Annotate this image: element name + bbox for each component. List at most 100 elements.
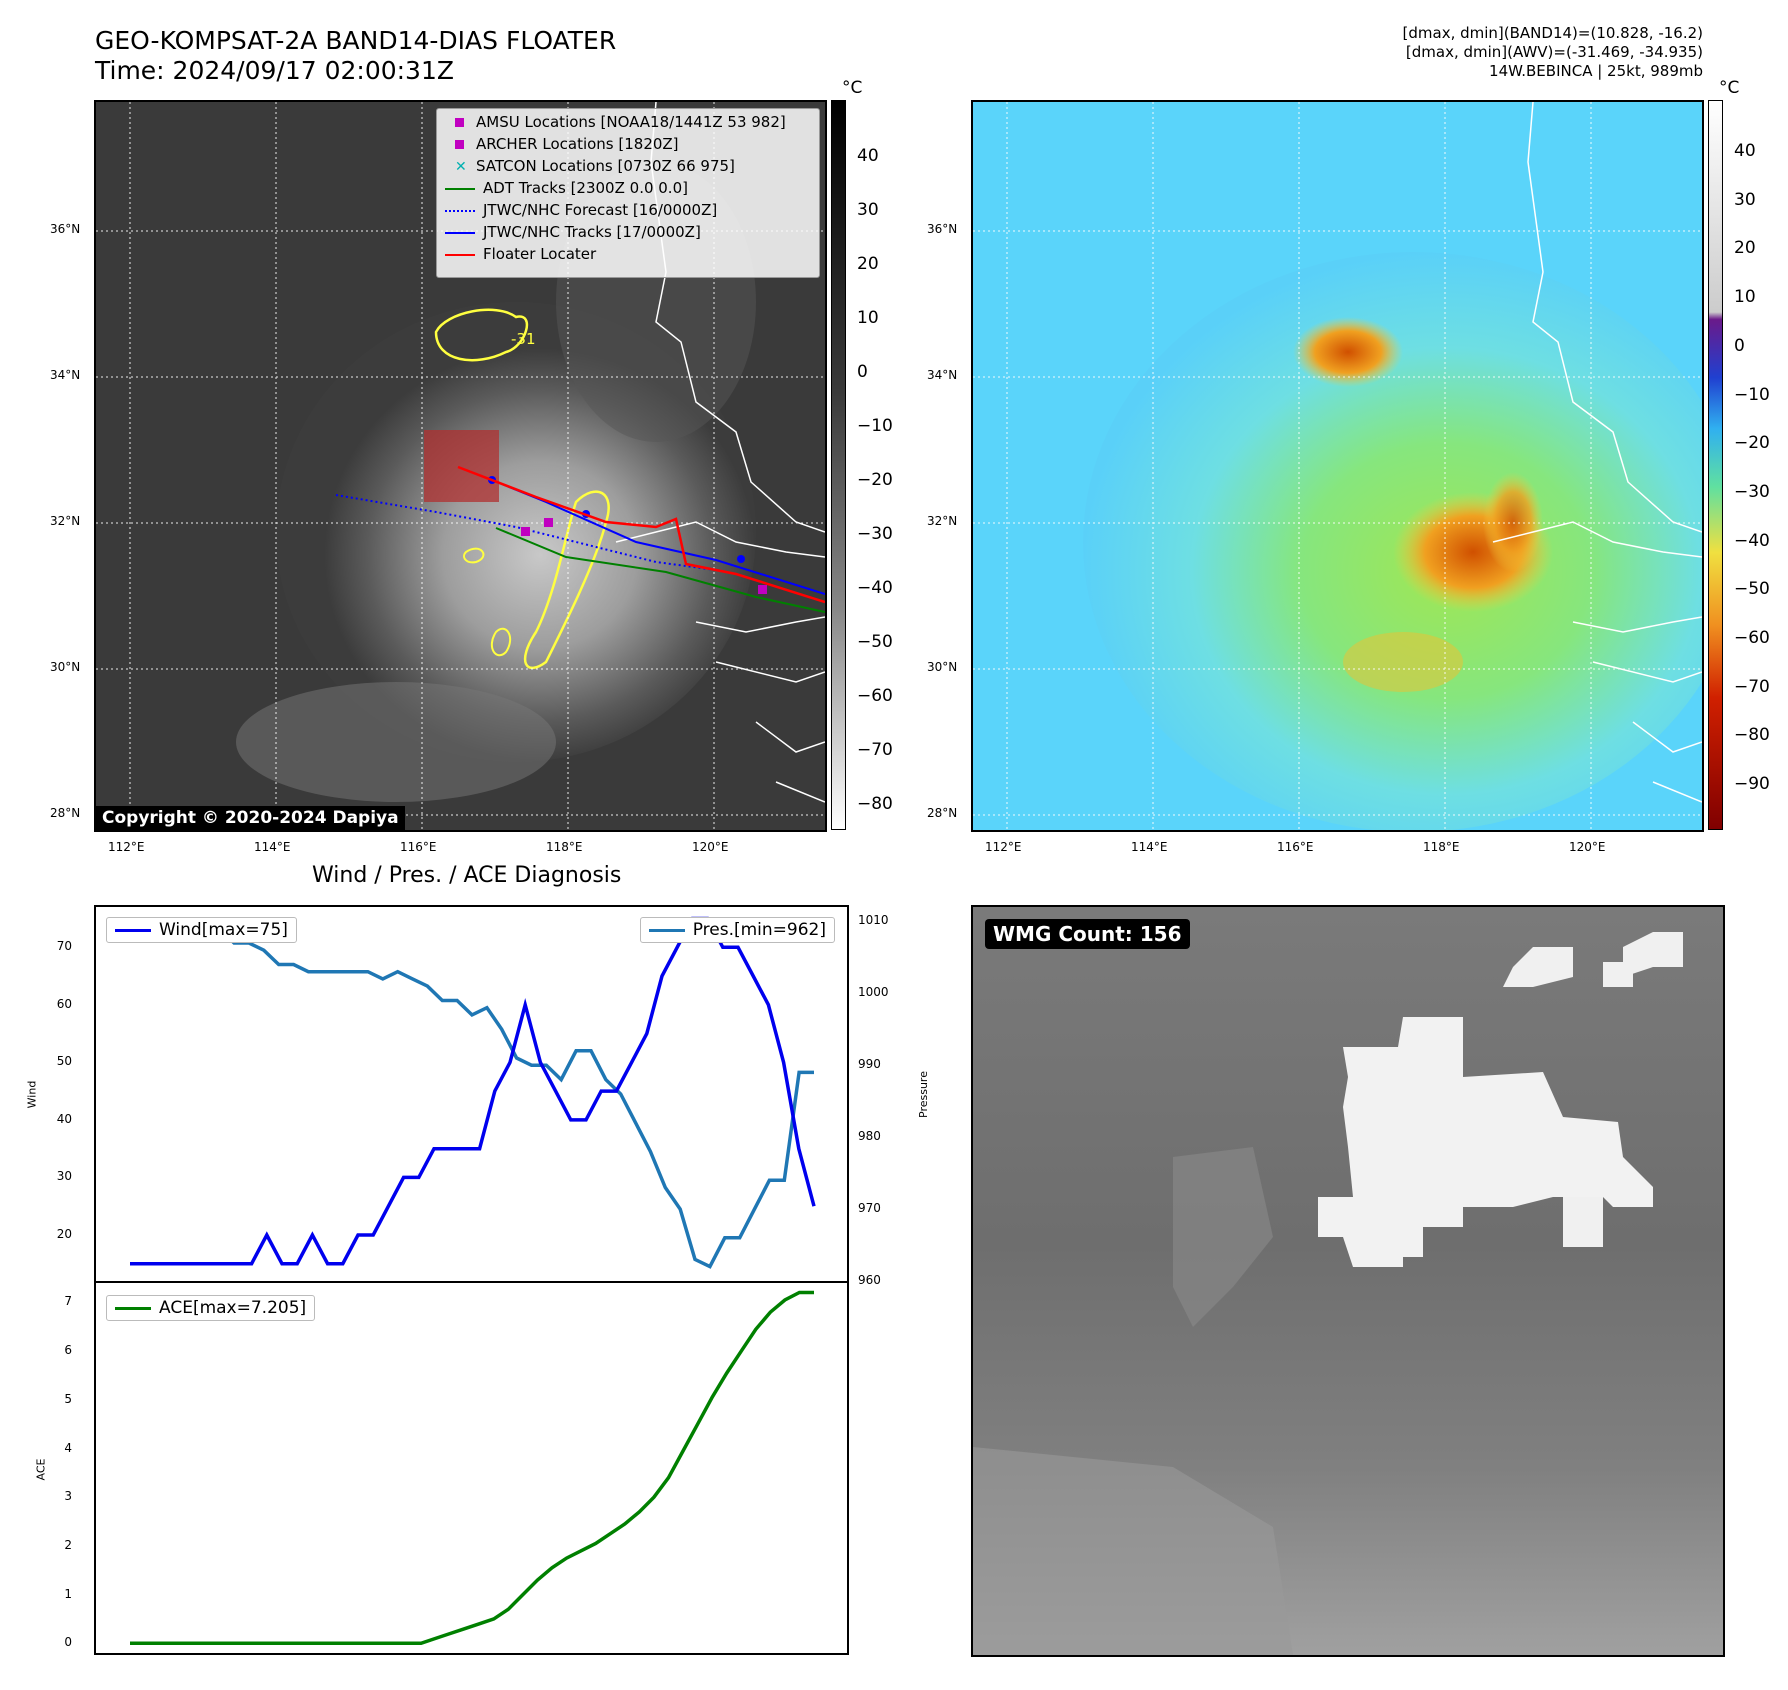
pressure-axis-tick-1000: 1000	[858, 985, 889, 1000]
wv-colorbar-tick-9: −50	[1734, 579, 1770, 600]
pressure-axis-tick-970: 970	[858, 1201, 881, 1216]
wv-colorbar-tick-5: −10	[1734, 384, 1770, 405]
ir-colorbar-tick-11: −70	[857, 740, 893, 760]
wv-colorbar-tick-10: −60	[1734, 628, 1770, 648]
wv-lat-label-30: 30°N	[927, 660, 958, 674]
ir-map-legend: AMSU Locations [NOAA18/1441Z 53 982] ARC…	[436, 108, 820, 278]
wmg-count-badge: WMG Count: 156	[985, 919, 1190, 949]
ace-series-line	[130, 1290, 814, 1646]
ir-colorbar-tick-6: −20	[857, 470, 893, 490]
ir-lat-label-34: 34°N	[50, 368, 81, 382]
info-line-2: [dmax, dmin](AWV)=(-31.469, -34.935)	[1405, 43, 1703, 61]
ace-axis-tick-6: 6	[64, 1343, 72, 1358]
ir-colorbar-tick-5: −10	[857, 416, 893, 436]
title-line-1: GEO-KOMPSAT-2A BAND14-DIAS FLOATER	[95, 26, 617, 55]
wmg-panel: WMG Count: 156	[971, 905, 1725, 1657]
wind-pres-panel: Wind[max=75] Pres.[min=962]	[94, 905, 849, 1283]
wind-axis-tick-50: 50	[56, 1054, 72, 1069]
ace-axis-tick-0: 0	[64, 1635, 72, 1650]
wind-axis-label: Wind	[25, 1080, 39, 1109]
wv-colorbar-tick-13: −90	[1734, 774, 1770, 795]
wind-axis-tick-40: 40	[56, 1111, 72, 1126]
ace-plot	[130, 1290, 814, 1646]
wv-map-panel	[971, 100, 1704, 832]
ir-colorbar-tick-10: −60	[857, 686, 893, 706]
wind-axis-tick-30: 30	[56, 1169, 72, 1184]
ir-colorbar-tick-2: 20	[857, 254, 879, 274]
pres-legend-line-icon	[648, 928, 685, 932]
wv-lat-label-36: 36°N	[927, 222, 958, 236]
wv-colorbar-tick-3: 10	[1734, 287, 1756, 308]
legend-item-archer: ARCHER Locations [1820Z]	[445, 135, 679, 153]
wv-colorbar	[1708, 100, 1723, 830]
wind-axis-tick-20: 20	[56, 1226, 72, 1241]
amsu-marker-icon	[455, 118, 464, 127]
pressure-axis-tick-960: 960	[858, 1273, 881, 1287]
ace-legend-line-icon	[115, 1306, 151, 1310]
ir-colorbar	[831, 100, 846, 830]
wind-legend-line-icon	[115, 928, 151, 932]
info-line-1: [dmax, dmin](BAND14)=(10.828, -16.2)	[1402, 24, 1703, 42]
ir-colorbar-tick-1: 30	[857, 200, 879, 220]
ir-lat-label-32: 32°N	[50, 514, 81, 528]
ir-lon-label-114: 114°E	[254, 840, 291, 854]
floater-line-icon	[445, 253, 475, 256]
legend-item-tracks: JTWC/NHC Tracks [17/0000Z]	[445, 223, 701, 241]
ace-axis-tick-5: 5	[64, 1391, 72, 1406]
wv-lat-label-34: 34°N	[927, 368, 958, 382]
wv-colorbar-tick-12: −80	[1734, 725, 1770, 746]
ace-panel: ACE[max=7.205]	[94, 1281, 849, 1655]
wind-pres-plot	[128, 916, 816, 1269]
ir-lon-label-112: 112°E	[108, 840, 145, 854]
ace-axis-tick-7: 7	[64, 1294, 72, 1309]
pressure-axis-label: Pressure	[916, 1071, 930, 1118]
wind-legend: Wind[max=75]	[106, 917, 297, 943]
ir-colorbar-tick-7: −30	[857, 524, 893, 544]
wv-lon-label-120: 120°E	[1569, 840, 1606, 854]
tracks-line-icon	[445, 231, 475, 234]
ace-axis-tick-4: 4	[64, 1440, 72, 1455]
ir-lon-label-118: 118°E	[546, 840, 583, 854]
wind-series-line	[130, 916, 816, 1266]
wv-colorbar-tick-6: −20	[1734, 433, 1770, 454]
ir-colorbar-tick-4: 0	[857, 362, 868, 382]
ir-lon-label-116: 116°E	[400, 840, 437, 854]
wind-axis-tick-60: 60	[56, 996, 72, 1011]
wmg-image	[973, 907, 1723, 1655]
wind-axis-tick-70: 70	[56, 939, 72, 954]
ir-colorbar-unit: °C	[842, 78, 863, 98]
wv-colorbar-tick-4: 0	[1734, 335, 1745, 356]
wv-lon-label-116: 116°E	[1277, 840, 1314, 854]
ir-colorbar-tick-0: 40	[857, 146, 879, 166]
pressure-axis-tick-980: 980	[858, 1129, 881, 1144]
diagnosis-title: Wind / Pres. / ACE Diagnosis	[312, 863, 622, 888]
title-line-2: Time: 2024/09/17 02:00:31Z	[95, 56, 454, 85]
legend-item-satcon: ✕ SATCON Locations [0730Z 66 975]	[455, 157, 735, 175]
forecast-line-icon	[445, 209, 475, 212]
wv-colorbar-tick-11: −70	[1734, 676, 1770, 697]
contour-label: -31	[511, 330, 536, 348]
ir-lat-label-28: 28°N	[50, 806, 81, 820]
adt-line-icon	[445, 187, 475, 190]
legend-item-forecast: JTWC/NHC Forecast [16/0000Z]	[445, 201, 717, 219]
archer-marker-icon	[455, 140, 464, 149]
info-line-3: 14W.BEBINCA | 25kt, 989mb	[1489, 62, 1703, 80]
ace-axis-tick-2: 2	[64, 1537, 72, 1552]
ir-colorbar-tick-8: −40	[857, 578, 893, 598]
legend-item-amsu: AMSU Locations [NOAA18/1441Z 53 982]	[445, 113, 786, 131]
satcon-marker-icon: ✕	[455, 159, 467, 175]
ir-colorbar-tick-3: 10	[857, 308, 879, 328]
ir-colorbar-tick-12: −80	[857, 794, 893, 814]
wv-colorbar-unit: °C	[1719, 78, 1740, 98]
legend-item-adt: ADT Tracks [2300Z 0.0 0.0]	[445, 179, 688, 197]
pres-legend: Pres.[min=962]	[639, 917, 835, 943]
wv-lon-label-112: 112°E	[985, 840, 1022, 854]
wv-lon-label-118: 118°E	[1423, 840, 1460, 854]
copyright-badge: Copyright © 2020-2024 Dapiya	[96, 806, 405, 830]
ace-legend: ACE[max=7.205]	[106, 1295, 316, 1321]
wv-colorbar-tick-8: −40	[1734, 530, 1770, 551]
wv-map-image	[973, 102, 1702, 830]
storm-info: [dmax, dmin](BAND14)=(10.828, -16.2) [dm…	[1403, 24, 1703, 81]
ir-map-panel: -31 AMSU Locations [NOAA18/1441Z 53 982]…	[94, 100, 827, 832]
ace-axis-tick-3: 3	[64, 1489, 72, 1504]
